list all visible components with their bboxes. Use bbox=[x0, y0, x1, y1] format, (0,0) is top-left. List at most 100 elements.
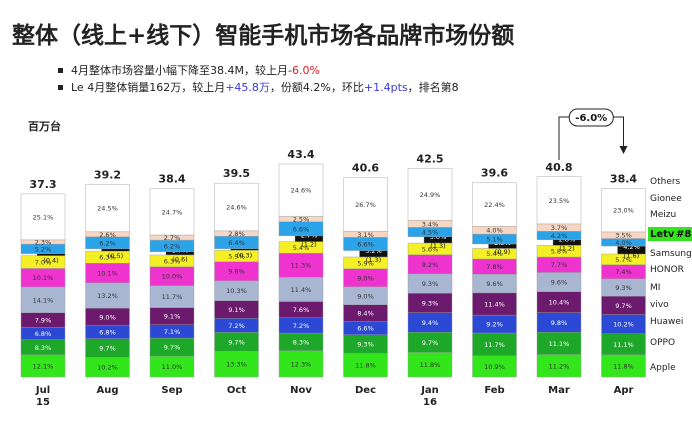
data-label: 7.4% bbox=[615, 268, 632, 276]
bullet-2-mid: ，份额4.2%，环比 bbox=[269, 81, 364, 94]
summary-bullets: 4月整体市场容量小幅下降至38.4M，较上月- 6.0% Le 4月整体销量162… bbox=[58, 62, 459, 96]
data-label: 9.7% bbox=[228, 338, 245, 346]
data-label: 11.1% bbox=[549, 340, 570, 348]
bar-segment-others bbox=[601, 188, 646, 233]
x-tick-label: Dec bbox=[355, 385, 376, 396]
total-label: 39.5 bbox=[223, 167, 250, 180]
x-tick-label: Apr bbox=[614, 385, 634, 396]
bullet-1-text: 4月整体市场容量小幅下降至38.4M，较上月- bbox=[71, 64, 292, 77]
x-tick-label: Oct bbox=[227, 385, 246, 396]
bar-segment-apple bbox=[214, 350, 259, 378]
data-label: 9.3% bbox=[422, 280, 439, 288]
data-label: 25.1% bbox=[33, 213, 54, 221]
data-label: 11.3% bbox=[291, 262, 312, 270]
data-label: 11.4% bbox=[484, 300, 505, 308]
total-label: 37.3 bbox=[29, 178, 56, 191]
data-label: 9.8% bbox=[551, 319, 568, 327]
x-tick-label: Sep bbox=[161, 385, 182, 396]
data-label: 3.5% bbox=[615, 232, 632, 240]
bar-segment-others bbox=[149, 188, 195, 236]
bar-segment-others bbox=[472, 182, 517, 227]
legend-label: OPPO bbox=[650, 338, 675, 348]
page-title: 整体（线上+线下）智能手机市场各品牌市场份额 bbox=[12, 23, 515, 49]
summary-bullet-2: Le 4月整体销量162万，较上月 +45.8万 ，份额4.2%，环比 +1.4pts… bbox=[58, 79, 459, 96]
data-label: 6.4% bbox=[228, 239, 245, 247]
data-label: 3.7% bbox=[551, 224, 568, 232]
data-label: 10.1% bbox=[33, 274, 54, 282]
data-label: 23.5% bbox=[549, 197, 570, 205]
data-label: 3.4% bbox=[422, 220, 439, 228]
data-label: 24.7% bbox=[162, 208, 183, 216]
data-label: 6.2% bbox=[99, 239, 116, 247]
total-label: 40.6 bbox=[352, 162, 379, 175]
data-label: 24.9% bbox=[420, 191, 441, 199]
data-label: (1.6) bbox=[624, 252, 639, 260]
bar-segment-mi bbox=[20, 286, 66, 313]
total-label: 39.2 bbox=[94, 169, 121, 182]
data-label: 4.2% bbox=[551, 232, 568, 240]
data-label: 10.4% bbox=[549, 299, 570, 307]
data-label: 7.9% bbox=[35, 316, 52, 324]
data-label: 9.6% bbox=[551, 279, 568, 287]
data-label: 11.4% bbox=[291, 286, 312, 294]
bar-segment-apple bbox=[407, 352, 453, 378]
bullet-square-icon bbox=[58, 85, 63, 90]
data-label: 10.1% bbox=[97, 269, 118, 277]
data-label: 4.5% bbox=[422, 229, 439, 237]
bar-segment-mi bbox=[278, 277, 324, 302]
data-label: 5.7% bbox=[615, 256, 632, 264]
data-label: 6.3% bbox=[164, 257, 181, 265]
data-label: 8.3% bbox=[35, 344, 52, 352]
bullet-2-highlight: +45.8万 bbox=[225, 81, 270, 94]
arrow-down-icon bbox=[619, 146, 628, 154]
data-label: 9.1% bbox=[228, 306, 245, 314]
data-label: 11.0% bbox=[162, 363, 183, 371]
data-label: (0.4) bbox=[43, 257, 58, 265]
data-label: (0.3) bbox=[237, 252, 252, 260]
data-label: 11.7% bbox=[162, 293, 183, 301]
data-label: 9.3% bbox=[357, 341, 374, 349]
data-label: 7.7% bbox=[551, 261, 568, 269]
total-label: 43.4 bbox=[287, 148, 314, 161]
x-tick-label: Mar bbox=[548, 385, 570, 396]
data-label: 11.2% bbox=[549, 362, 570, 370]
data-label: 6.8% bbox=[99, 329, 116, 337]
bar-segment-others bbox=[278, 163, 324, 217]
data-label: 5.1% bbox=[486, 236, 503, 244]
data-label: 9.3% bbox=[615, 284, 632, 292]
data-label: 6.6% bbox=[357, 240, 374, 248]
annotation-label: -6.0% bbox=[575, 113, 607, 124]
data-label: 4.0% bbox=[615, 239, 632, 247]
data-label: (1.2) bbox=[301, 241, 316, 249]
data-label: 12.3% bbox=[291, 360, 312, 368]
data-label: 6.6% bbox=[357, 325, 374, 333]
data-label: (0.5) bbox=[108, 252, 123, 260]
legend-label: MI bbox=[650, 283, 660, 293]
x-tick-label: Aug bbox=[96, 385, 118, 396]
total-label: 38.4 bbox=[158, 173, 185, 186]
data-label: 7.1% bbox=[164, 328, 181, 336]
data-label: (1.2) bbox=[559, 245, 574, 253]
data-label: 11.8% bbox=[355, 362, 376, 370]
x-tick-label: Feb bbox=[484, 385, 504, 396]
data-label: 8.3% bbox=[293, 338, 310, 346]
x-tick-label: Nov bbox=[290, 385, 312, 396]
unit-label: 百万台 bbox=[28, 120, 61, 133]
data-label: 24.6% bbox=[226, 204, 247, 212]
data-label: 4.2% bbox=[623, 243, 640, 251]
bar-segment-mi bbox=[85, 282, 130, 309]
legend-highlight bbox=[648, 227, 692, 241]
data-label: 5.2% bbox=[35, 245, 52, 253]
bar-segment-others bbox=[407, 168, 453, 221]
data-label: 24.6% bbox=[291, 187, 312, 195]
x-tick-label: Jan bbox=[420, 385, 439, 396]
data-label: 7.8% bbox=[486, 263, 503, 271]
data-label: 12.1% bbox=[33, 362, 54, 370]
x-tick-label: Jul bbox=[35, 385, 50, 396]
data-label: 5.8% bbox=[551, 248, 568, 256]
data-label: 7.0% bbox=[35, 259, 52, 267]
x-tick-label: 15 bbox=[36, 397, 50, 408]
total-label: 38.4 bbox=[610, 173, 637, 186]
data-label: 11.8% bbox=[613, 362, 634, 370]
legend-label: HONOR bbox=[650, 265, 684, 275]
